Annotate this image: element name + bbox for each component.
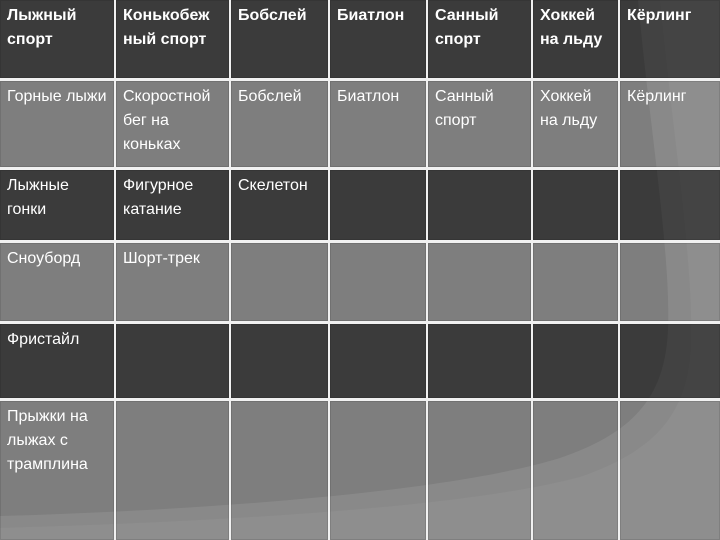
table-cell: Прыжки на лыжах с трамплина bbox=[0, 401, 116, 540]
table-cell bbox=[330, 324, 428, 401]
table-cell bbox=[231, 243, 330, 324]
table-header-cell: Хоккей на льду bbox=[533, 0, 620, 81]
table-header-cell: Биатлон bbox=[330, 0, 428, 81]
table-cell bbox=[620, 170, 720, 243]
table-header-cell: Санный спорт bbox=[428, 0, 533, 81]
table-cell bbox=[330, 170, 428, 243]
table-cell bbox=[428, 401, 533, 540]
table-cell bbox=[533, 170, 620, 243]
table-cell bbox=[330, 243, 428, 324]
table-cell: Скелетон bbox=[231, 170, 330, 243]
table-cell bbox=[533, 401, 620, 540]
table-cell: Хоккей на льду bbox=[533, 81, 620, 170]
table-cell bbox=[428, 170, 533, 243]
table-cell bbox=[231, 401, 330, 540]
table-header-cell: Конькобеж ный спорт bbox=[116, 0, 231, 81]
table-header-cell: Кёрлинг bbox=[620, 0, 720, 81]
table-cell: Бобслей bbox=[231, 81, 330, 170]
table-cell: Фигурное катание bbox=[116, 170, 231, 243]
table-cell bbox=[116, 401, 231, 540]
table-cell: Сноуборд bbox=[0, 243, 116, 324]
table-cell: Санный спорт bbox=[428, 81, 533, 170]
table-cell bbox=[533, 243, 620, 324]
table-cell bbox=[116, 324, 231, 401]
table-cell bbox=[330, 401, 428, 540]
table-cell bbox=[533, 324, 620, 401]
table-cell: Горные лыжи bbox=[0, 81, 116, 170]
table-cell bbox=[620, 401, 720, 540]
table-cell: Скоростной бег на коньках bbox=[116, 81, 231, 170]
table-cell: Шорт-трек bbox=[116, 243, 231, 324]
table-cell bbox=[620, 243, 720, 324]
table-cell: Лыжные гонки bbox=[0, 170, 116, 243]
table-cell bbox=[231, 324, 330, 401]
table-cell bbox=[428, 324, 533, 401]
table-cell bbox=[428, 243, 533, 324]
table-cell: Биатлон bbox=[330, 81, 428, 170]
table-header-cell: Бобслей bbox=[231, 0, 330, 81]
table-cell: Кёрлинг bbox=[620, 81, 720, 170]
table-cell bbox=[620, 324, 720, 401]
table-cell: Фристайл bbox=[0, 324, 116, 401]
table-header-cell: Лыжный спорт bbox=[0, 0, 116, 81]
